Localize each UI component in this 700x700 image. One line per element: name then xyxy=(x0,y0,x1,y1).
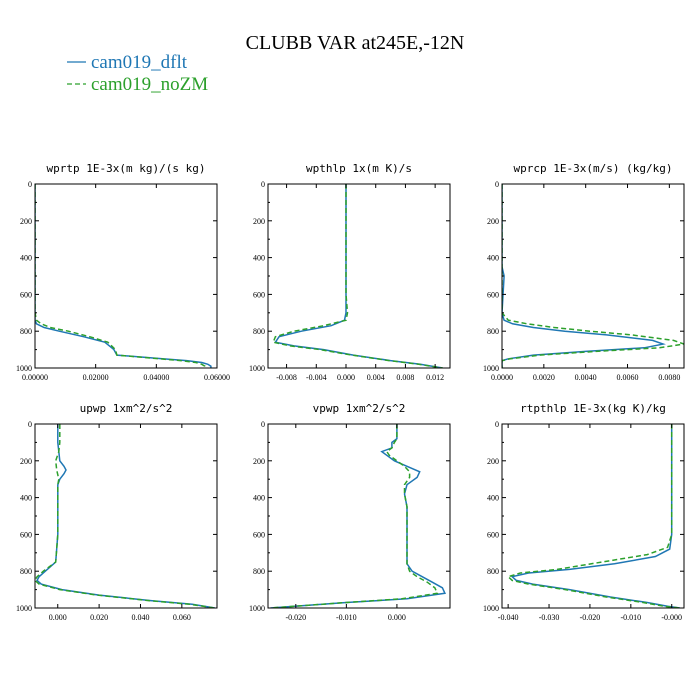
panel-title: wprtp 1E-3x(m kg)/(s kg) xyxy=(47,162,206,175)
x-tick-label: -0.030 xyxy=(539,613,560,622)
x-tick-label: 0.060 xyxy=(173,613,191,622)
y-tick-label: 400 xyxy=(253,494,265,503)
y-tick-label: 1000 xyxy=(16,604,32,613)
x-tick-label: 0.000 xyxy=(337,373,355,382)
x-tick-label: 0.040 xyxy=(131,613,149,622)
y-tick-label: 200 xyxy=(253,217,265,226)
y-tick-label: 800 xyxy=(20,327,32,336)
panel-5: vpwp 1xm^2/s^2 0 200 400 600 800 1000 -0.020 -0.… xyxy=(249,402,451,622)
y-tick-label: 400 xyxy=(20,254,32,263)
panel-1: wprtp 1E-3x(m kg)/(s kg) 0 200 400 600 800 100… xyxy=(16,162,230,382)
x-tick-label: -0.008 xyxy=(276,373,297,382)
y-tick-label: 800 xyxy=(487,327,499,336)
y-tick-label: 600 xyxy=(253,530,265,539)
panel-title: wprcp 1E-3x(m/s) (kg/kg) xyxy=(514,162,673,175)
y-tick-label: 800 xyxy=(253,327,265,336)
panel-2: wpthlp 1x(m K)/s 0 200 400 600 800 1000 -0.008-… xyxy=(249,162,451,382)
y-tick-label: 200 xyxy=(253,457,265,466)
y-tick-label: 600 xyxy=(20,530,32,539)
series-line-cam019_noZM xyxy=(35,184,206,368)
x-tick-label: -0.040 xyxy=(498,613,519,622)
y-tick-label: 1000 xyxy=(249,364,265,373)
legend-label-dflt: cam019_dflt xyxy=(91,52,188,73)
series-line-cam019_noZM xyxy=(502,184,684,368)
y-tick-label: 0 xyxy=(261,420,265,429)
series-line-cam019_noZM xyxy=(35,424,216,608)
y-tick-label: 1000 xyxy=(483,604,499,613)
y-tick-label: 400 xyxy=(20,494,32,503)
y-tick-label: 600 xyxy=(487,530,499,539)
x-tick-label: 0.000 xyxy=(49,613,67,622)
x-tick-label: 0.0000 xyxy=(491,373,513,382)
y-tick-label: 1000 xyxy=(483,364,499,373)
x-tick-label: 0.06000 xyxy=(204,373,230,382)
y-tick-label: 0 xyxy=(495,420,499,429)
x-tick-label: 0.012 xyxy=(426,373,444,382)
y-tick-label: 200 xyxy=(20,217,32,226)
x-tick-label: 0.008 xyxy=(396,373,414,382)
panel-title: rtpthlp 1E-3x(kg K)/kg xyxy=(520,402,666,415)
x-tick-label: 0.02000 xyxy=(83,373,109,382)
series-line-cam019_noZM xyxy=(272,184,443,368)
panel-4: upwp 1xm^2/s^2 0 200 400 600 800 1000 0.000 0.02… xyxy=(16,402,218,622)
plot-frame xyxy=(34,423,218,609)
x-tick-label: 0.0040 xyxy=(575,373,597,382)
y-tick-label: 800 xyxy=(253,567,265,576)
x-tick-label: -0.004 xyxy=(306,373,327,382)
panel-3: wprcp 1E-3x(m/s) (kg/kg) 0 200 400 600 800 100… xyxy=(483,162,685,382)
x-tick-label: 0.000 xyxy=(388,613,406,622)
panel-title: wpthlp 1x(m K)/s xyxy=(306,162,412,175)
x-tick-label: 0.020 xyxy=(90,613,108,622)
x-tick-label: -0.010 xyxy=(336,613,357,622)
y-tick-label: 400 xyxy=(253,254,265,263)
panels: wprtp 1E-3x(m kg)/(s kg) 0 200 400 600 800 100… xyxy=(16,162,685,622)
series-line-cam019_dflt xyxy=(270,424,446,608)
y-tick-label: 200 xyxy=(20,457,32,466)
series-line-cam019_dflt xyxy=(35,184,212,368)
y-tick-label: 400 xyxy=(487,254,499,263)
y-tick-label: 0 xyxy=(495,180,499,189)
y-tick-label: 1000 xyxy=(16,364,32,373)
y-tick-label: 600 xyxy=(487,290,499,299)
x-tick-label: 0.0020 xyxy=(533,373,555,382)
x-tick-label: 0.0080 xyxy=(658,373,680,382)
y-tick-label: 600 xyxy=(253,290,265,299)
y-tick-label: 1000 xyxy=(249,604,265,613)
plot-frame xyxy=(267,183,451,369)
plot-frame xyxy=(501,423,685,609)
x-tick-label: 0.004 xyxy=(367,373,385,382)
x-tick-label: 0.00000 xyxy=(22,373,48,382)
x-tick-label: -0.000 xyxy=(661,613,682,622)
x-tick-label: 0.0060 xyxy=(617,373,639,382)
plot-frame xyxy=(501,183,685,369)
plot-frame xyxy=(34,183,218,369)
y-tick-label: 800 xyxy=(20,567,32,576)
x-tick-label: -0.020 xyxy=(580,613,601,622)
y-tick-label: 0 xyxy=(28,180,32,189)
series-line-cam019_noZM xyxy=(506,424,680,608)
panel-title: upwp 1xm^2/s^2 xyxy=(80,402,173,415)
panel-title: vpwp 1xm^2/s^2 xyxy=(313,402,406,415)
series-line-cam019_noZM xyxy=(270,424,439,608)
y-tick-label: 0 xyxy=(28,420,32,429)
legend: cam019_dflt cam019_noZM xyxy=(67,52,208,95)
y-tick-label: 200 xyxy=(487,457,499,466)
y-tick-label: 600 xyxy=(20,290,32,299)
x-tick-label: 0.04000 xyxy=(143,373,169,382)
figure-title: CLUBB VAR at245E,-12N xyxy=(246,32,465,54)
y-tick-label: 200 xyxy=(487,217,499,226)
series-line-cam019_dflt xyxy=(502,184,666,368)
y-tick-label: 800 xyxy=(487,567,499,576)
y-tick-label: 400 xyxy=(487,494,499,503)
series-line-cam019_dflt xyxy=(510,424,681,608)
series-line-cam019_dflt xyxy=(36,424,216,608)
panel-6: rtpthlp 1E-3x(kg K)/kg02004006008001000-… xyxy=(483,402,685,622)
y-tick-label: 0 xyxy=(261,180,265,189)
x-tick-label: -0.010 xyxy=(620,613,641,622)
series-line-cam019_dflt xyxy=(274,184,443,368)
legend-label-noZM: cam019_noZM xyxy=(91,74,208,95)
x-tick-label: -0.020 xyxy=(285,613,306,622)
